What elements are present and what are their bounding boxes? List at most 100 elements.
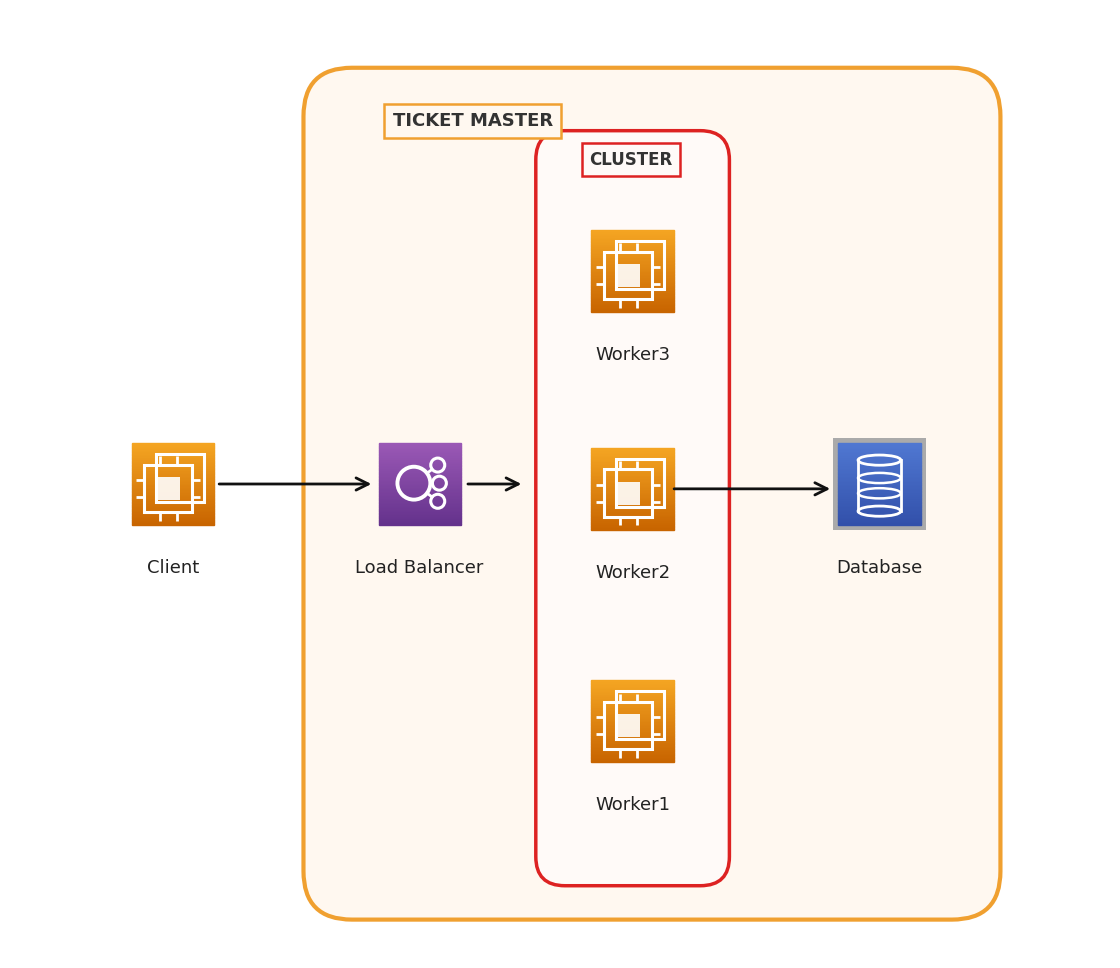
Bar [132,514,214,516]
Bar [132,455,214,457]
Bar [379,451,460,452]
Bar [591,308,674,310]
Bar [838,510,921,511]
FancyBboxPatch shape [157,477,180,499]
Bar [838,462,921,464]
Bar [132,506,214,507]
Bar [132,470,214,471]
Bar [591,504,674,505]
Bar [379,443,460,444]
Bar [591,447,674,449]
Bar [132,485,214,487]
Bar [838,469,921,470]
Bar [591,513,674,515]
Bar [838,495,921,497]
Bar [838,514,921,516]
Bar [132,457,214,458]
Bar [838,444,921,445]
Bar [591,705,674,706]
Bar [838,517,921,518]
Bar [591,304,674,305]
Bar [591,238,674,239]
Bar [838,445,921,447]
Bar [591,460,674,462]
Bar [379,476,460,477]
Bar [591,692,674,694]
Bar [591,293,674,294]
Bar [591,287,674,288]
Text: Worker3: Worker3 [595,347,670,364]
Bar [591,694,674,695]
Bar [379,455,460,457]
Bar [591,241,674,242]
Bar [132,492,214,494]
Bar [591,479,674,480]
Bar [591,481,674,482]
Bar [591,307,674,308]
Bar [591,499,674,501]
Bar [591,685,674,687]
Bar [379,468,460,469]
Bar [591,498,674,499]
Bar [838,500,921,501]
Bar [838,470,921,471]
Bar [591,285,674,287]
Bar [591,709,674,711]
Bar [591,523,674,525]
Bar [591,452,674,453]
Bar [591,252,674,254]
Bar [591,263,674,264]
Bar [132,487,214,488]
Bar [132,494,214,495]
Bar [591,526,674,528]
Bar [838,518,921,520]
Bar [591,722,674,724]
Bar [838,478,921,480]
Bar [379,445,460,447]
Bar [132,443,214,444]
FancyBboxPatch shape [535,131,729,886]
Bar [591,518,674,519]
Bar [591,270,674,271]
Bar [132,518,214,520]
Bar [379,481,460,483]
Bar [838,480,921,481]
Bar [132,462,214,464]
Bar [838,503,921,504]
Bar [838,455,921,457]
Bar [591,281,674,282]
Bar [591,258,674,260]
Bar [379,460,460,461]
Bar [838,516,921,517]
Bar [838,452,921,454]
Bar [591,758,674,760]
Bar [838,520,921,521]
Bar [838,474,921,475]
Bar [591,735,674,737]
Bar [379,461,460,462]
Bar [591,502,674,504]
Bar [132,460,214,461]
Bar [838,521,921,523]
Bar [591,482,674,483]
Bar [591,680,674,681]
Bar [591,300,674,301]
Bar [132,445,214,447]
Bar [591,488,674,489]
Bar [132,464,214,465]
Bar [591,731,674,732]
Bar [591,274,674,275]
Bar [591,711,674,712]
Bar [591,485,674,486]
Bar [379,495,460,497]
Bar [591,754,674,755]
Bar [591,682,674,684]
Bar [838,464,921,465]
Bar [591,453,674,455]
Bar [132,469,214,470]
Bar [838,506,921,507]
Bar [591,753,674,754]
Bar [379,469,460,470]
Bar [591,260,674,261]
Bar [379,470,460,471]
